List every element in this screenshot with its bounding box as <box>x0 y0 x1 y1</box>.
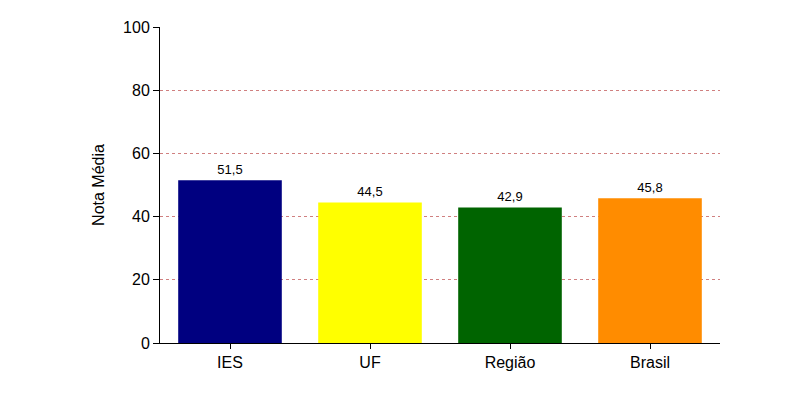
svg-text:45,8: 45,8 <box>637 180 662 195</box>
svg-text:60: 60 <box>132 145 150 162</box>
svg-text:IES: IES <box>217 354 243 371</box>
svg-text:Região: Região <box>485 354 536 371</box>
svg-text:UF: UF <box>359 354 381 371</box>
svg-text:44,5: 44,5 <box>357 184 382 199</box>
svg-text:42,9: 42,9 <box>497 189 522 204</box>
svg-text:20: 20 <box>132 271 150 288</box>
svg-text:Brasil: Brasil <box>630 354 670 371</box>
svg-text:100: 100 <box>123 19 150 36</box>
svg-text:0: 0 <box>141 335 150 352</box>
svg-text:40: 40 <box>132 208 150 225</box>
svg-text:Nota Média: Nota Média <box>90 144 107 226</box>
svg-text:80: 80 <box>132 82 150 99</box>
svg-text:51,5: 51,5 <box>217 162 242 177</box>
